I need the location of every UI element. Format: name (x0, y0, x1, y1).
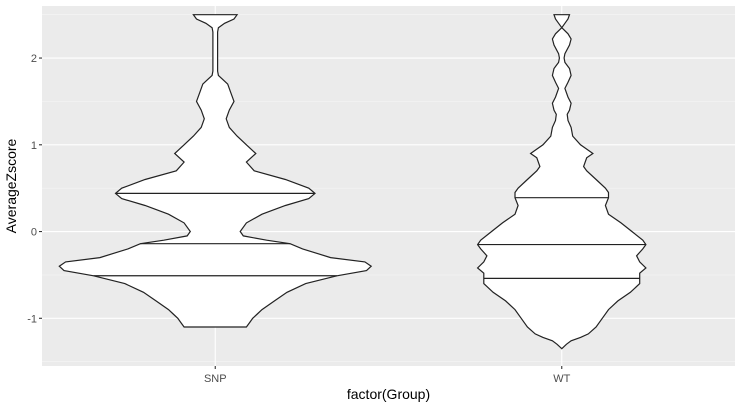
y-tick-label: -1 (27, 313, 37, 325)
axes: -1 0 1 2 SNP WT (27, 53, 570, 385)
y-tick-label: 1 (31, 140, 37, 152)
x-axis-title: factor(Group) (347, 386, 430, 402)
x-tick-label-snp: SNP (204, 373, 227, 385)
y-tick-label: 2 (31, 53, 37, 65)
violins (58, 14, 647, 350)
y-axis-title: AverageZscore (3, 138, 19, 233)
y-tick-label: 0 (31, 227, 37, 239)
violin-wt (476, 14, 647, 350)
x-tick-label-wt: WT (553, 373, 570, 385)
violin-snp (58, 14, 373, 328)
